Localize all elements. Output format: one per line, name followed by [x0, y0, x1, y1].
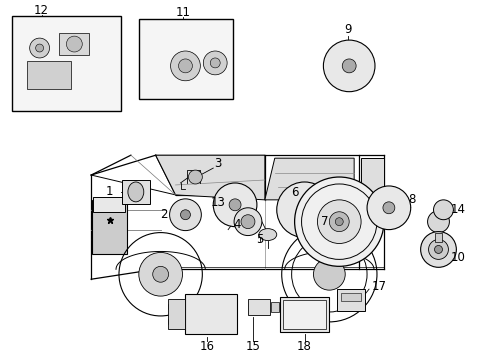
Circle shape — [66, 36, 82, 52]
Circle shape — [329, 212, 349, 231]
Text: 9: 9 — [344, 23, 352, 36]
Bar — [280, 297, 329, 332]
Text: 2: 2 — [160, 208, 168, 221]
Circle shape — [318, 200, 361, 243]
Circle shape — [314, 258, 345, 290]
Circle shape — [203, 51, 227, 75]
Circle shape — [420, 231, 456, 267]
Text: 4: 4 — [233, 218, 241, 231]
Bar — [337, 289, 365, 311]
Ellipse shape — [259, 229, 277, 240]
Bar — [92, 200, 127, 255]
Bar — [283, 300, 326, 329]
Text: 14: 14 — [451, 203, 466, 216]
Circle shape — [367, 186, 411, 230]
Bar — [271, 302, 279, 312]
Text: 16: 16 — [200, 340, 215, 353]
Circle shape — [383, 202, 395, 214]
Bar — [435, 233, 442, 242]
Text: 6: 6 — [291, 186, 298, 199]
Text: 3: 3 — [215, 157, 222, 170]
Text: 1: 1 — [105, 185, 113, 198]
Text: 7: 7 — [320, 215, 328, 228]
Bar — [168, 299, 185, 329]
Circle shape — [342, 59, 356, 73]
Circle shape — [434, 200, 453, 220]
Bar — [122, 180, 150, 204]
Bar — [59, 33, 89, 55]
Circle shape — [153, 266, 169, 282]
Polygon shape — [156, 155, 265, 200]
Circle shape — [294, 177, 384, 266]
Circle shape — [269, 231, 275, 238]
Circle shape — [429, 239, 448, 260]
Circle shape — [435, 246, 442, 253]
Circle shape — [189, 170, 202, 184]
Circle shape — [241, 215, 255, 229]
Circle shape — [277, 182, 332, 238]
Bar — [185, 294, 237, 334]
Text: 11: 11 — [176, 6, 191, 19]
Circle shape — [261, 231, 267, 238]
Circle shape — [323, 40, 375, 92]
Polygon shape — [265, 158, 354, 200]
Bar — [248, 299, 270, 315]
Bar — [341, 293, 361, 301]
Text: 5: 5 — [256, 233, 264, 246]
Circle shape — [428, 211, 449, 233]
Circle shape — [130, 186, 142, 198]
Text: 8: 8 — [408, 193, 416, 206]
Circle shape — [36, 44, 44, 52]
Circle shape — [210, 58, 220, 68]
Bar — [139, 19, 233, 99]
Circle shape — [213, 183, 257, 227]
Text: 18: 18 — [297, 340, 312, 353]
Text: 15: 15 — [245, 340, 260, 353]
Circle shape — [170, 199, 201, 231]
Circle shape — [171, 51, 200, 81]
Ellipse shape — [128, 182, 144, 202]
Bar — [26, 61, 72, 89]
Text: 13: 13 — [211, 196, 226, 209]
Text: 10: 10 — [451, 251, 466, 264]
Bar — [93, 197, 125, 212]
Text: 17: 17 — [371, 280, 387, 293]
Circle shape — [229, 199, 241, 211]
Circle shape — [139, 252, 182, 296]
Circle shape — [178, 59, 193, 73]
Circle shape — [30, 38, 49, 58]
Circle shape — [335, 218, 343, 226]
Text: 12: 12 — [34, 4, 49, 17]
Bar — [12, 16, 121, 111]
Circle shape — [180, 210, 191, 220]
Polygon shape — [361, 158, 384, 200]
Circle shape — [297, 203, 312, 217]
Circle shape — [234, 208, 262, 235]
